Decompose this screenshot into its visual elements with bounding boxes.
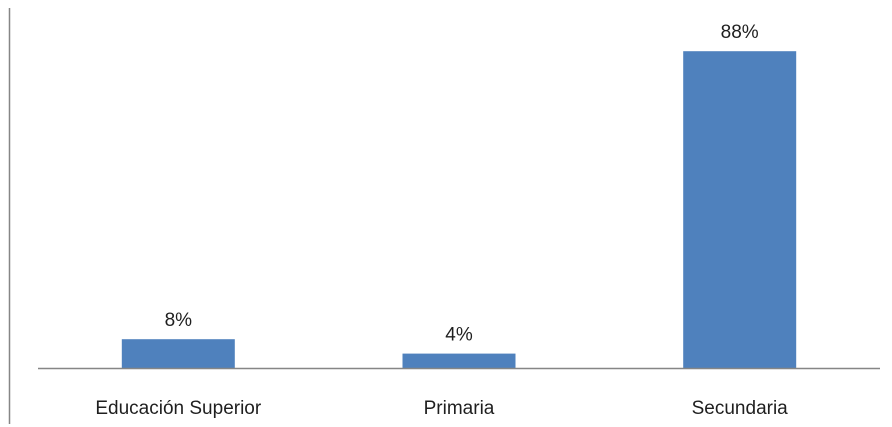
- x-tick-label-primaria: Primaria: [424, 398, 495, 419]
- data-labels-group: 8% 4% 88%: [165, 22, 759, 345]
- data-label-secundaria: 88%: [721, 22, 759, 43]
- bar-primaria: [402, 353, 516, 368]
- data-label-primaria: 4%: [445, 325, 473, 346]
- bar-secundaria: [683, 51, 797, 368]
- bars-group: [121, 51, 797, 368]
- data-label-educacion-superior: 8%: [165, 310, 193, 331]
- x-tick-labels-group: Educación Superior Primaria Secundaria: [95, 398, 788, 419]
- x-tick-label-secundaria: Secundaria: [692, 398, 789, 419]
- x-tick-label-educacion-superior: Educación Superior: [95, 398, 261, 419]
- bar-educacion-superior: [121, 339, 235, 368]
